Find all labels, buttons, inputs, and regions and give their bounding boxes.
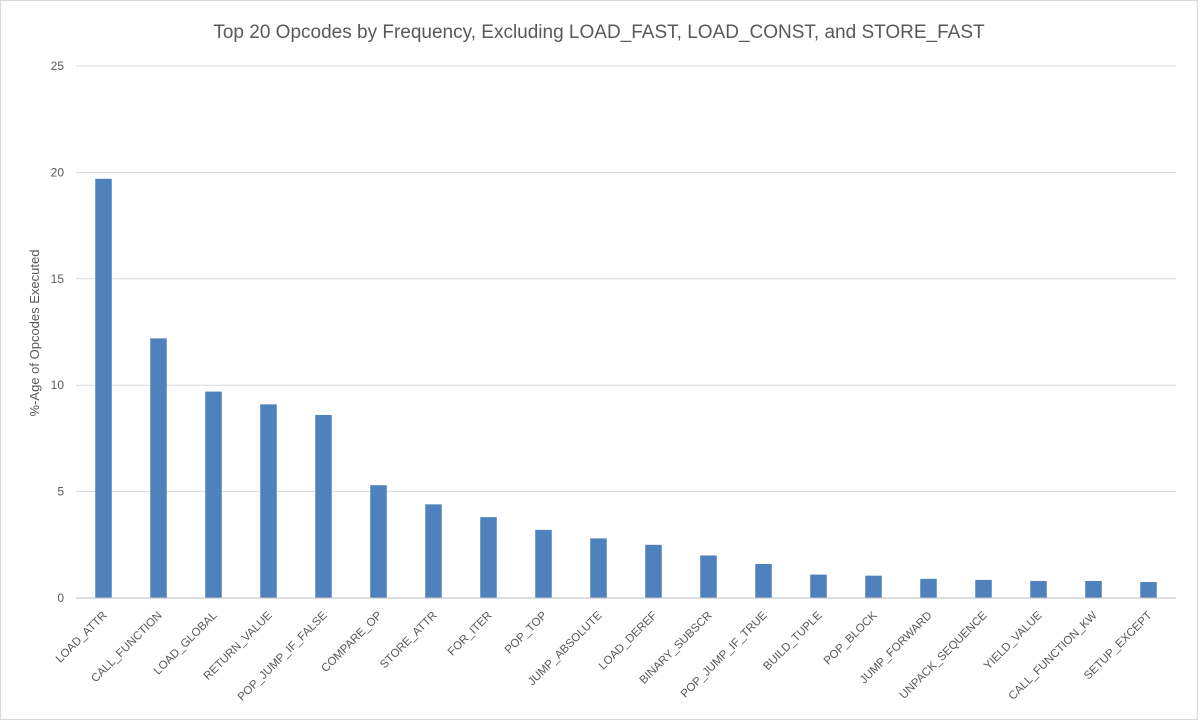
- gridlines: [76, 65, 1176, 493]
- bar: [480, 517, 497, 598]
- bar: [865, 575, 882, 598]
- bar: [425, 504, 442, 598]
- bar: [315, 414, 332, 598]
- y-axis-ticks: 0 5 10 15 20 25: [51, 59, 65, 605]
- bar: [1140, 582, 1157, 598]
- bar: [1030, 580, 1047, 598]
- y-tick-label: 5: [57, 485, 64, 499]
- bar: [700, 555, 717, 598]
- x-tick-label: YIELD_VALUE: [982, 609, 1045, 672]
- y-tick-label: 20: [51, 165, 65, 179]
- x-tick-label: POP_BLOCK: [822, 609, 880, 667]
- bar: [205, 391, 222, 598]
- x-tick-label: COMPARE_OP: [319, 609, 385, 675]
- bar: [535, 529, 552, 598]
- y-tick-label: 10: [51, 378, 65, 392]
- bar: [810, 574, 827, 598]
- x-tick-label: LOAD_DEREF: [597, 610, 660, 673]
- y-axis-title: %-Age of Opcodes Executed: [27, 250, 42, 417]
- x-tick-label: FOR_ITER: [446, 610, 495, 659]
- bar: [590, 538, 607, 598]
- bar: [260, 404, 277, 598]
- x-tick-label: STORE_ATTR: [378, 610, 440, 672]
- bar: [645, 544, 662, 598]
- bar: [150, 338, 167, 598]
- y-tick-label: 0: [57, 591, 64, 605]
- y-tick-label: 25: [51, 59, 65, 73]
- bar: [370, 485, 387, 598]
- bar: [95, 178, 112, 598]
- bar: [755, 563, 772, 598]
- x-axis-labels: LOAD_ATTRCALL_FUNCTIONLOAD_GLOBALRETURN_…: [54, 609, 1155, 703]
- x-tick-label: LOAD_ATTR: [54, 610, 110, 666]
- chart-title: Top 20 Opcodes by Frequency, Excluding L…: [213, 22, 985, 43]
- x-tick-label: BUILD_TUPLE: [761, 609, 824, 672]
- x-tick-label: CALL_FUNCTION_KW: [1007, 610, 1100, 703]
- bar: [975, 579, 992, 598]
- bars: [95, 178, 1157, 598]
- bar: [920, 578, 937, 598]
- bar: [1085, 580, 1102, 598]
- y-tick-label: 15: [51, 272, 65, 286]
- x-tick-label: POP_TOP: [503, 609, 550, 656]
- x-tick-label: POP_JUMP_IF_FALSE: [236, 609, 330, 703]
